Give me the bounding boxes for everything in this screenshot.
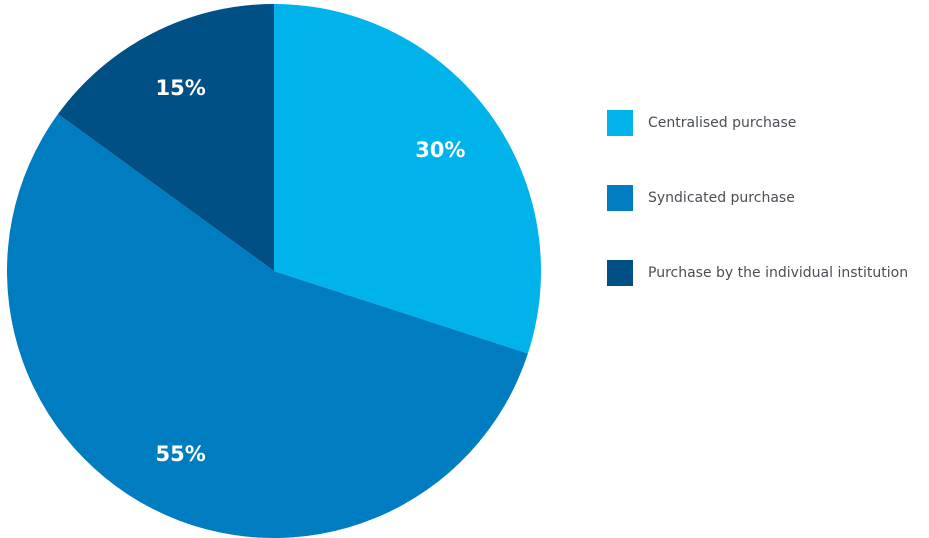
- pie-slice-3: [57, 4, 274, 271]
- legend-label: Centralised purchase: [648, 115, 796, 131]
- legend-item: Centralised purchase: [607, 110, 796, 136]
- legend-label: Syndicated purchase: [648, 190, 795, 206]
- pie-slice-1: [274, 4, 541, 354]
- slice-value-label: 55%: [156, 442, 206, 466]
- legend: Centralised purchase Syndicated purchase P…: [607, 110, 908, 286]
- pie-slices: [7, 4, 541, 538]
- legend-label: Purchase by the individual institution: [648, 265, 908, 281]
- legend-swatch: [607, 185, 633, 211]
- legend-item: Purchase by the individual institution: [607, 260, 908, 286]
- slice-value-label: 30%: [415, 138, 465, 162]
- pie-slice-2: [7, 114, 528, 538]
- slice-value-label: 15%: [156, 76, 206, 100]
- legend-item: Syndicated purchase: [607, 185, 795, 211]
- legend-swatch: [607, 110, 633, 136]
- pie-slice-labels: 30% 55% 15%: [156, 76, 466, 466]
- legend-swatch: [607, 260, 633, 286]
